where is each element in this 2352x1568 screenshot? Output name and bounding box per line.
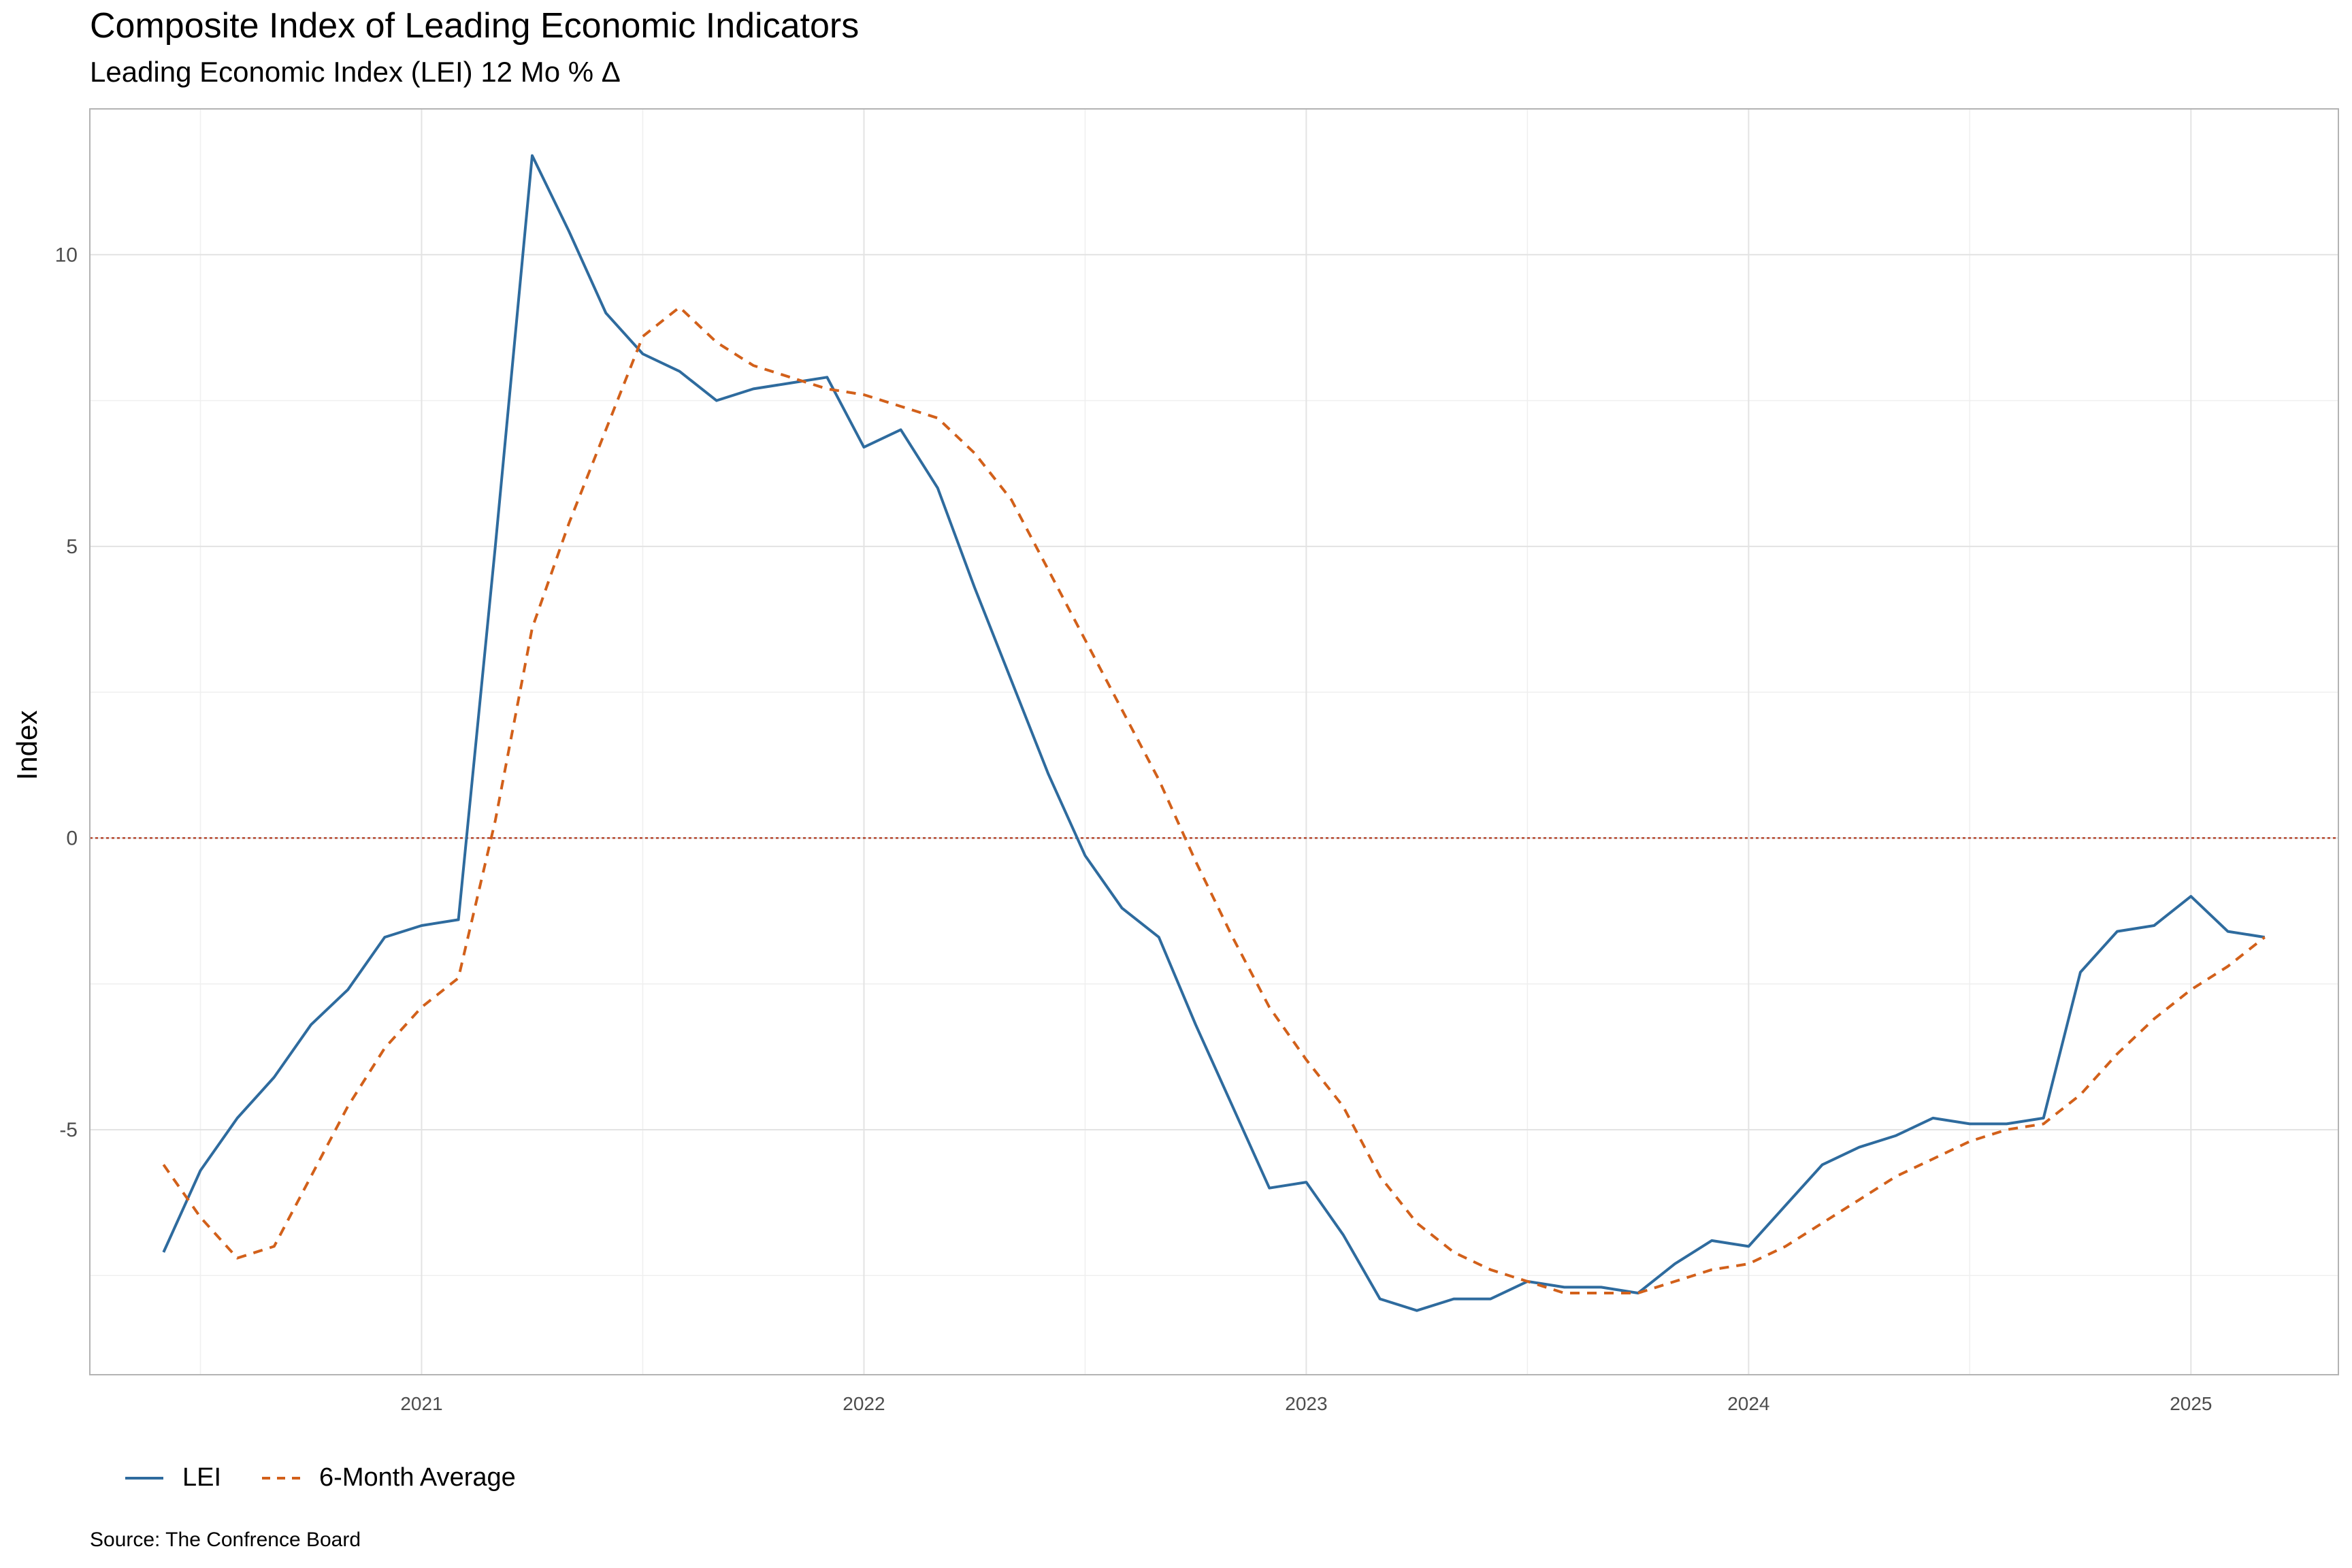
y-tick-label-10: 10: [55, 244, 78, 266]
y-tick-label--5: -5: [59, 1119, 78, 1141]
series-line-lei: [162, 154, 2266, 1312]
x-tick-label-2024: 2024: [1727, 1393, 1769, 1414]
series-lines: [162, 154, 2266, 1312]
x-tick-label-2021: 2021: [400, 1393, 442, 1414]
legend-label-6-month-average: 6-Month Average: [319, 1463, 516, 1492]
legend-swatch-6-month-average: [262, 1476, 301, 1480]
y-tick-label-5: 5: [66, 536, 78, 558]
x-tick-label-2022: 2022: [843, 1393, 885, 1414]
legend-item-6-month-average: 6-Month Average: [262, 1463, 516, 1492]
chart-title: Composite Index of Leading Economic Indi…: [90, 6, 860, 46]
y-axis-ticks: -5 0 5 10: [55, 244, 78, 1141]
major-gridlines: [90, 109, 2338, 1375]
y-tick-label-0: 0: [66, 827, 78, 849]
legend-swatch-lei: [125, 1476, 163, 1480]
legend-item-lei: LEI: [125, 1463, 221, 1492]
source-note: Source: The Confrence Board: [90, 1529, 361, 1551]
legend: LEI 6-Month Average: [125, 1463, 557, 1492]
x-tick-label-2025: 2025: [2170, 1393, 2212, 1414]
chart-subtitle: Leading Economic Index (LEI) 12 Mo % Δ: [90, 56, 621, 88]
legend-label-lei: LEI: [182, 1463, 222, 1492]
plot-panel-border: [89, 108, 2339, 1375]
series-line-6-month-average: [162, 306, 2266, 1294]
x-tick-label-2023: 2023: [1285, 1393, 1327, 1414]
x-axis-ticks: 2021 2022 2023 2024 2025: [400, 1393, 2212, 1414]
minor-gridlines: [90, 109, 2338, 1375]
